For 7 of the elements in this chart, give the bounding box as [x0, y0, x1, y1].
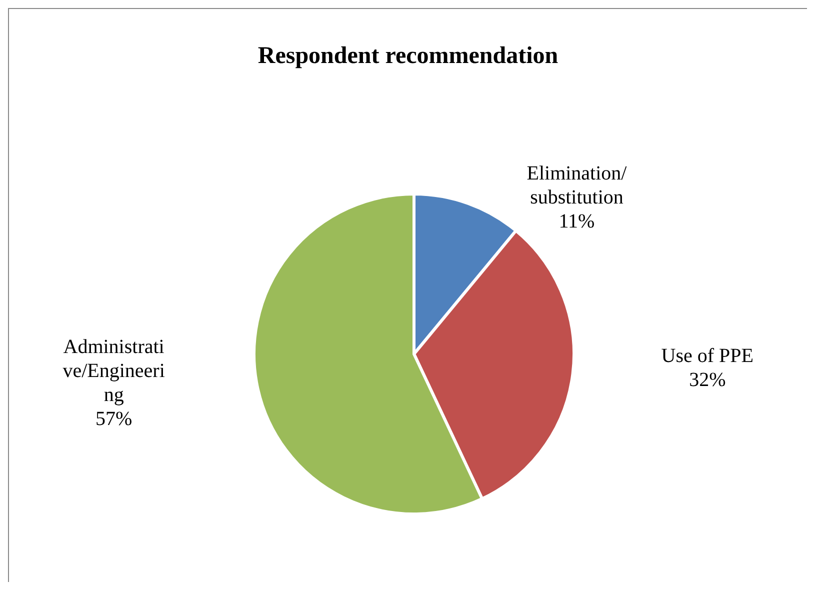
slice-label: Administrative/Engineering — [62, 335, 166, 406]
data-label: 57% — [95, 407, 132, 430]
data-label: 32% — [689, 368, 726, 391]
slice-label: Use of PPE — [661, 344, 754, 367]
slice-label: Elimination/substitution — [526, 162, 628, 208]
data-label: 11% — [558, 210, 595, 232]
chart-title: Respondent recommendation — [256, 43, 560, 70]
